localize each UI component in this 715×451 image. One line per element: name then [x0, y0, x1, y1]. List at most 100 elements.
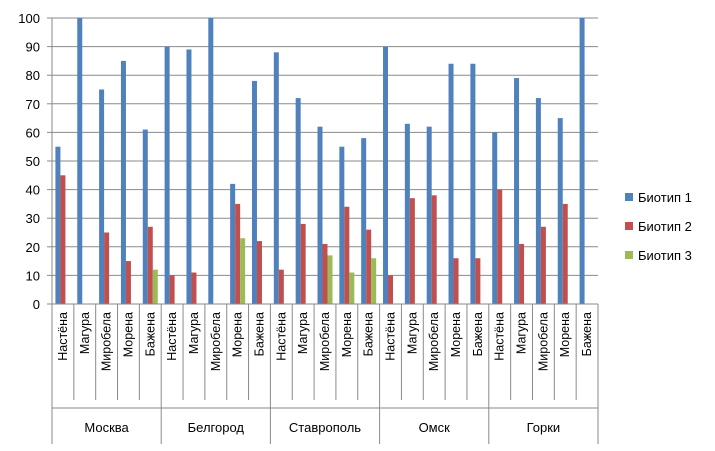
- bar-2-0-4: [147, 226, 153, 304]
- category-label-0-2: Миробела: [100, 312, 114, 371]
- bar-1-1-3: [230, 183, 236, 304]
- bar-1-0-4: [142, 129, 148, 304]
- category-label-3-3: Морена: [449, 312, 463, 357]
- bar-2-0-3: [125, 261, 131, 304]
- bar-2-3-0: [388, 275, 394, 304]
- bar-1-2-1: [295, 98, 301, 304]
- legend-label-1: Биотип 1: [638, 190, 692, 205]
- legend-label-2: Биотип 2: [638, 219, 692, 234]
- y-tick-label-90: 90: [26, 40, 40, 55]
- category-label-4-2: Миробела: [536, 312, 550, 371]
- bar-2-2-4: [366, 229, 372, 304]
- bar-2-3-4: [475, 258, 481, 304]
- bar-1-1-0: [164, 46, 170, 304]
- y-tick-label-50: 50: [26, 154, 40, 169]
- legend-swatch-2: [625, 222, 633, 230]
- category-label-4-0: Настёна: [493, 312, 507, 361]
- bar-1-0-2: [99, 89, 105, 304]
- bar-2-4-3: [562, 203, 568, 304]
- category-label-2-3: Морена: [340, 312, 354, 357]
- bar-1-0-3: [120, 60, 126, 305]
- bar-2-1-4: [256, 241, 262, 304]
- category-label-3-0: Настёна: [384, 312, 398, 361]
- legend-swatch-3: [625, 251, 633, 259]
- category-label-0-1: Магура: [78, 312, 92, 354]
- group-label-4: Горки: [527, 420, 561, 435]
- y-tick-label-20: 20: [26, 240, 40, 255]
- y-tick-label-10: 10: [26, 268, 40, 283]
- bar-1-4-3: [557, 118, 563, 304]
- bar-3-2-4: [371, 258, 377, 304]
- category-label-0-0: Настёна: [56, 312, 70, 361]
- bar-1-3-3: [448, 63, 454, 305]
- bar-1-0-0: [55, 146, 61, 304]
- category-label-4-1: Магура: [515, 312, 529, 354]
- bar-1-0-1: [77, 18, 83, 304]
- bar-1-4-1: [514, 78, 520, 304]
- y-tick-label-80: 80: [26, 68, 40, 83]
- x-axis-categories: Настёна Магура Миробела Морена Бажена Настёна…: [56, 312, 594, 371]
- category-label-2-4: Бажена: [362, 312, 376, 356]
- bar-2-0-2: [104, 232, 110, 304]
- bar-1-3-4: [470, 63, 476, 305]
- group-label-2: Ставрополь: [289, 420, 361, 435]
- category-label-1-0: Настёна: [165, 312, 179, 361]
- bar-2-3-2: [431, 195, 437, 304]
- bar-1-3-0: [383, 46, 389, 304]
- bar-1-1-4: [251, 80, 257, 304]
- bar-2-4-0: [497, 189, 503, 304]
- bar-1-1-1: [186, 49, 192, 305]
- y-tick-label-60: 60: [26, 125, 40, 140]
- bar-2-0-0: [60, 175, 66, 304]
- bar-2-2-2: [322, 243, 328, 304]
- bar-1-4-0: [492, 132, 498, 304]
- bar-2-3-1: [409, 198, 415, 304]
- category-label-1-4: Бажена: [252, 312, 266, 356]
- bar-1-2-4: [361, 138, 367, 304]
- y-tick-label-70: 70: [26, 97, 40, 112]
- category-label-1-1: Магура: [187, 312, 201, 354]
- bar-2-2-1: [300, 223, 306, 304]
- legend: Биотип 1 Биотип 2 Биотип 3: [625, 190, 692, 263]
- bar-2-4-1: [519, 243, 525, 304]
- category-label-4-4: Бажена: [580, 312, 594, 356]
- bar-2-2-0: [278, 269, 284, 304]
- category-label-3-2: Миробела: [427, 312, 441, 371]
- y-tick-label-30: 30: [26, 211, 40, 226]
- category-label-2-1: Магура: [296, 312, 310, 354]
- y-tick-label-40: 40: [26, 183, 40, 198]
- bar-2-2-3: [344, 206, 350, 304]
- category-label-4-3: Морена: [558, 312, 572, 357]
- group-label-3: Омск: [419, 420, 451, 435]
- bar-2-1-0: [169, 275, 175, 304]
- legend-label-3: Биотип 3: [638, 248, 692, 263]
- bar-2-1-1: [191, 272, 197, 304]
- bar-3-1-3: [240, 238, 246, 304]
- category-label-1-3: Морена: [231, 312, 245, 357]
- bar-3-2-3: [349, 272, 355, 304]
- bar-1-4-2: [535, 98, 541, 304]
- category-label-2-0: Настёна: [274, 312, 288, 361]
- bars: [55, 18, 585, 305]
- category-label-1-2: Миробела: [209, 312, 223, 371]
- y-tick-label-0: 0: [33, 297, 40, 312]
- y-tick-label-100: 100: [18, 11, 40, 26]
- bar-1-3-1: [404, 123, 410, 304]
- group-label-0: Москва: [84, 420, 129, 435]
- bar-1-2-2: [317, 126, 323, 305]
- x-axis-groups: Москва Белгород Ставрополь Омск Горки: [84, 420, 560, 435]
- category-label-0-3: Морена: [121, 312, 135, 357]
- category-label-0-4: Бажена: [143, 312, 157, 356]
- bar-3-2-2: [327, 255, 333, 304]
- legend-swatch-1: [625, 193, 633, 201]
- bar-1-2-3: [339, 146, 345, 304]
- bar-1-4-4: [579, 18, 585, 304]
- bar-3-0-4: [152, 269, 158, 304]
- category-label-2-2: Миробела: [318, 312, 332, 371]
- y-axis-ticks: 0 10 20 30 40 50 60 70 80 90 100: [18, 11, 40, 312]
- bar-1-3-2: [426, 126, 432, 305]
- bar-2-1-3: [235, 203, 241, 304]
- category-label-3-4: Бажена: [471, 312, 485, 356]
- bar-1-1-2: [208, 18, 214, 304]
